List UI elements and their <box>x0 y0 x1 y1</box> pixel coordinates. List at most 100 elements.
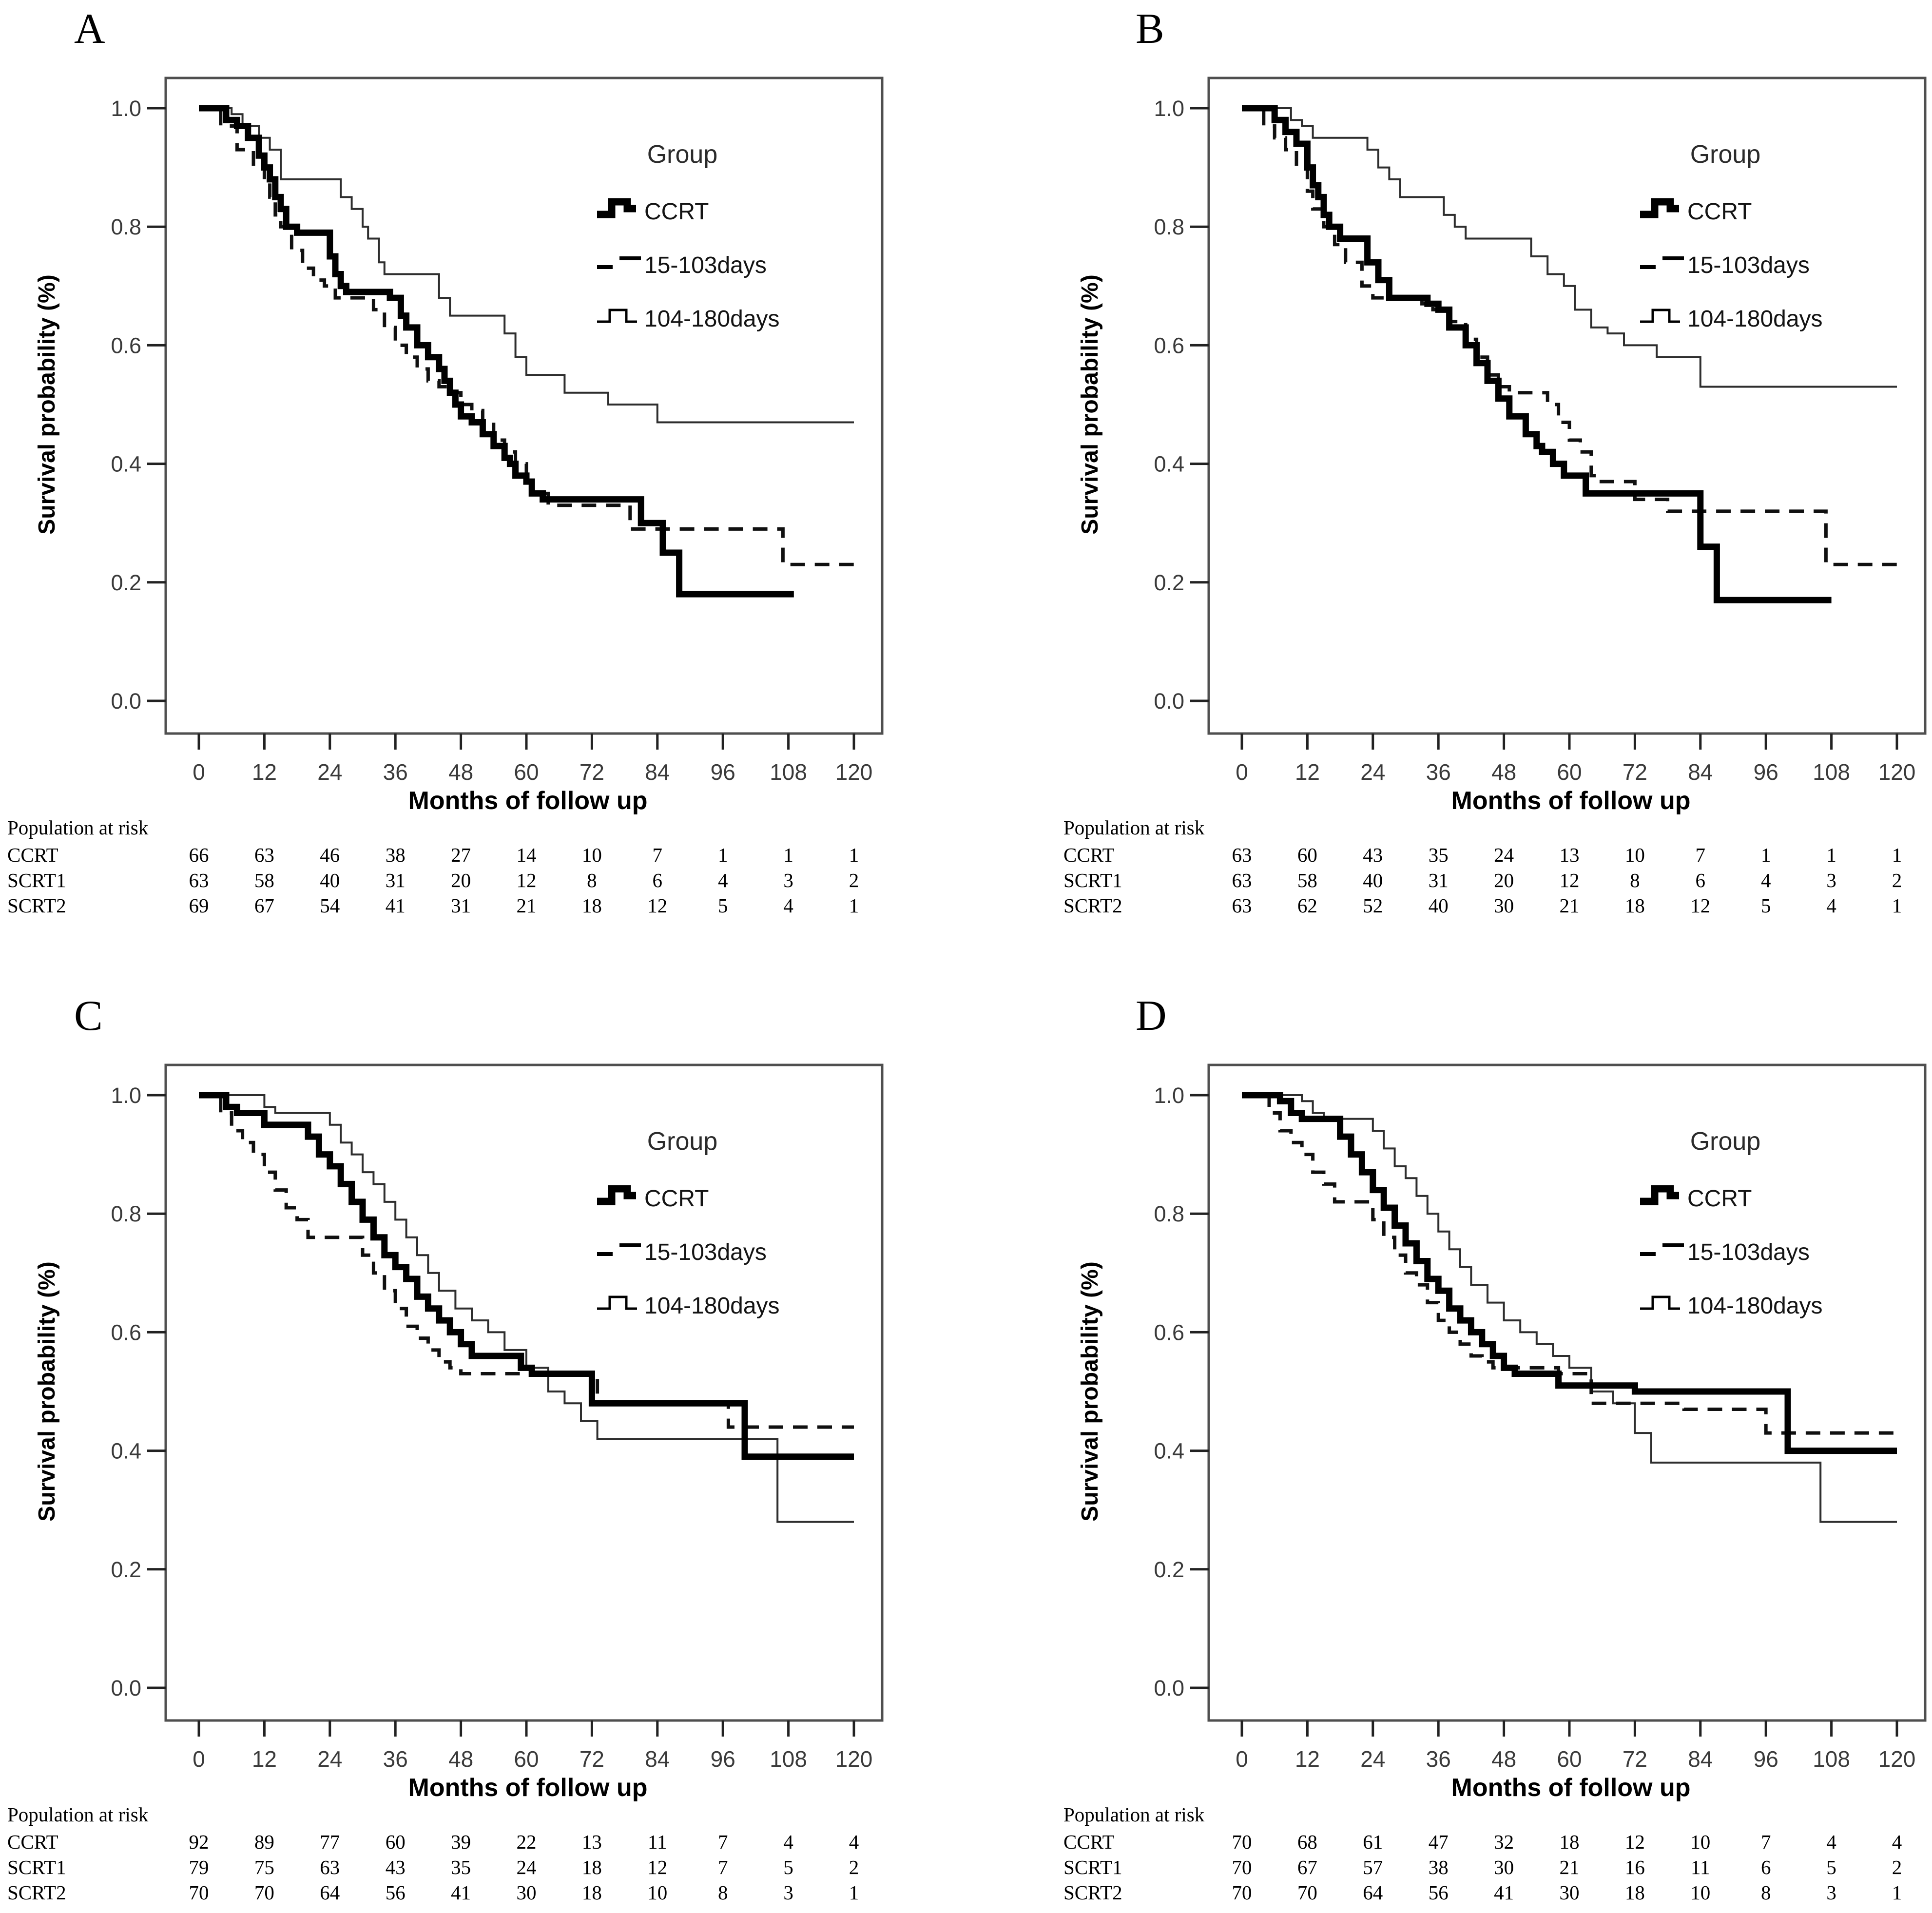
svg-text:0.0: 0.0 <box>111 689 141 714</box>
risk-value: 4 <box>1892 1831 1902 1853</box>
svg-text:0.8: 0.8 <box>1154 214 1184 239</box>
svg-text:36: 36 <box>1426 759 1451 785</box>
risk-value: 7 <box>1696 844 1706 866</box>
risk-value: 13 <box>582 1831 602 1853</box>
legend-label: 104-180days <box>1687 1293 1823 1319</box>
legend-label: 104-180days <box>1687 306 1823 332</box>
risk-value: 54 <box>320 894 340 917</box>
svg-text:108: 108 <box>1813 1746 1850 1772</box>
svg-text:0.6: 0.6 <box>1154 1320 1184 1345</box>
legend-label: CCRT <box>1687 1186 1752 1212</box>
risk-value: 1 <box>849 1881 859 1904</box>
risk-value: 67 <box>254 894 274 917</box>
risk-value: 64 <box>320 1881 340 1904</box>
risk-value: 4 <box>1826 894 1836 917</box>
series-CCRT <box>199 1092 854 1460</box>
risk-table-title: Population at risk <box>7 816 149 839</box>
legend-title: Group <box>647 1127 718 1156</box>
svg-text:60: 60 <box>1557 759 1582 785</box>
y-axis-title: Survival probability (%) <box>1077 274 1103 534</box>
risk-value: 57 <box>1363 1856 1383 1878</box>
km-panel-b: B 1.0 0.8 0.6 0.4 0.2 0.0 0 12 24 36 48 60 72 84 96 108… <box>1043 0 1932 926</box>
series-group <box>1242 1092 1897 1523</box>
svg-text:0.0: 0.0 <box>1154 689 1184 714</box>
risk-value: 31 <box>1429 869 1449 891</box>
risk-value: 12 <box>1690 894 1710 917</box>
risk-value: 12 <box>647 894 667 917</box>
km-chart-c: 1.00.80.60.40.20.00 12 24 36 48 60 72 84 96 108 12… <box>7 1063 884 1904</box>
risk-value: 46 <box>320 844 340 866</box>
risk-row-label: CCRT <box>1063 1831 1115 1853</box>
risk-value: 70 <box>1297 1881 1317 1904</box>
svg-text:0.0: 0.0 <box>1154 1676 1184 1700</box>
risk-value: 89 <box>254 1831 274 1853</box>
risk-value: 70 <box>1232 1856 1252 1878</box>
risk-value: 3 <box>1826 869 1836 891</box>
svg-text:0.4: 0.4 <box>1154 452 1184 477</box>
risk-value: 20 <box>451 869 471 891</box>
risk-value: 4 <box>1826 1831 1836 1853</box>
risk-value: 5 <box>783 1856 793 1878</box>
svg-text:12: 12 <box>1295 1746 1320 1772</box>
km-panel-a: A 1.0 0.8 0.6 0.4 0.2 0.0 0 12 24 36 48 60 72 84 96 108… <box>0 0 966 926</box>
risk-value: 35 <box>1429 844 1449 866</box>
risk-value: 68 <box>1297 1831 1317 1853</box>
legend: Group CCRT 15-103days 104-180days <box>597 1127 780 1319</box>
svg-text:60: 60 <box>1557 1746 1582 1772</box>
risk-value: 40 <box>1429 894 1449 917</box>
risk-value: 70 <box>1232 1831 1252 1853</box>
panel-letter-b: B <box>1136 5 1164 53</box>
legend-label: 15-103days <box>644 1239 767 1265</box>
risk-row-label: SCRT2 <box>1063 1881 1122 1904</box>
svg-text:0.8: 0.8 <box>111 1201 141 1226</box>
series-group <box>199 1092 854 1523</box>
svg-text:0: 0 <box>193 1746 205 1772</box>
risk-value: 1 <box>849 894 859 917</box>
svg-text:0.4: 0.4 <box>111 452 141 477</box>
svg-text:120: 120 <box>1878 1746 1916 1772</box>
svg-text:48: 48 <box>448 759 473 785</box>
svg-text:120: 120 <box>835 759 873 785</box>
risk-row-label: SCRT1 <box>1063 1856 1122 1878</box>
svg-text:96: 96 <box>711 759 735 785</box>
svg-text:84: 84 <box>645 759 670 785</box>
legend-label: 15-103days <box>1687 252 1810 278</box>
svg-text:108: 108 <box>770 759 807 785</box>
risk-value: 8 <box>718 1881 728 1904</box>
risk-value: 8 <box>1630 869 1640 891</box>
svg-text:60: 60 <box>514 1746 539 1772</box>
legend-line-sample-dashed <box>1640 256 1684 269</box>
risk-value: 32 <box>1494 1831 1514 1853</box>
risk-value: 1 <box>1761 844 1771 866</box>
svg-text:1.0: 1.0 <box>111 1083 141 1108</box>
risk-value: 10 <box>582 844 602 866</box>
svg-text:0.4: 0.4 <box>111 1439 141 1464</box>
svg-text:24: 24 <box>1360 1746 1385 1772</box>
risk-value: 7 <box>653 844 663 866</box>
svg-text:72: 72 <box>580 759 604 785</box>
risk-value: 18 <box>582 1856 602 1878</box>
svg-text:96: 96 <box>1754 759 1778 785</box>
risk-row-label: SCRT2 <box>7 894 66 917</box>
risk-value: 8 <box>1761 1881 1771 1904</box>
series-CCRT <box>1242 105 1832 603</box>
y-axis-title: Survival probability (%) <box>34 1261 60 1521</box>
risk-value: 4 <box>783 1831 793 1853</box>
risk-value: 3 <box>783 869 793 891</box>
svg-text:108: 108 <box>1813 759 1850 785</box>
risk-value: 5 <box>1761 894 1771 917</box>
risk-value: 92 <box>189 1831 209 1853</box>
risk-row-label: SCRT2 <box>7 1881 66 1904</box>
risk-value: 12 <box>1560 869 1580 891</box>
km-panel-c: C 1.0 0.8 0.6 0.4 0.2 0.0 0 12 24 36 48 60 72 84 96 108… <box>0 987 966 1913</box>
svg-text:0: 0 <box>1236 1746 1248 1772</box>
risk-value: 12 <box>517 869 537 891</box>
legend-line-sample-thin-solid <box>1640 309 1680 323</box>
risk-value: 64 <box>1363 1881 1383 1904</box>
legend-label: 15-103days <box>1687 1239 1810 1265</box>
risk-value: 10 <box>1625 844 1645 866</box>
